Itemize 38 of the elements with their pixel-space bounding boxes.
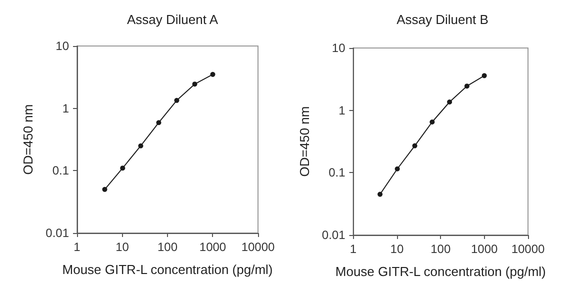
x-tick-label: 100 xyxy=(157,240,178,254)
x-tick-label: 1 xyxy=(350,242,357,256)
y-tick-label: 0.01 xyxy=(46,226,70,240)
point xyxy=(192,82,198,87)
point xyxy=(102,186,108,192)
x-tick-label: 1 xyxy=(74,240,81,254)
point xyxy=(464,84,470,89)
y-tick-label: 0.1 xyxy=(52,164,70,178)
point xyxy=(210,72,216,77)
y-axis-title: OD=450 nm xyxy=(20,104,36,175)
x-tick-label: 10 xyxy=(390,242,404,256)
point xyxy=(482,73,487,78)
y-tick-label: 0.01 xyxy=(322,228,346,242)
x-tick-label: 100 xyxy=(430,242,451,256)
x-tick-label: 10 xyxy=(116,240,130,254)
point xyxy=(430,119,435,124)
point xyxy=(138,143,144,148)
x-tick-label: 10000 xyxy=(241,240,276,254)
y-tick-label: 0.1 xyxy=(328,166,346,180)
point xyxy=(174,98,180,103)
point xyxy=(412,143,418,148)
y-tick-label: 10 xyxy=(56,39,70,53)
x-tick-label: 1000 xyxy=(199,240,226,254)
y-tick-label: 1 xyxy=(338,103,346,118)
point xyxy=(120,166,126,171)
x-axis-title: Mouse GITR-L concentration (pg/ml) xyxy=(335,264,546,279)
y-tick-label: 10 xyxy=(332,41,346,55)
x-tick-label: 10000 xyxy=(511,242,546,256)
x-tick-label: 1000 xyxy=(470,242,498,256)
point xyxy=(447,100,452,105)
point xyxy=(378,192,383,197)
point xyxy=(394,166,400,172)
y-tick-label: 1 xyxy=(62,101,70,116)
y-axis-title: OD=450 nm xyxy=(297,106,312,177)
chart-title: Assay Diluent A xyxy=(126,12,218,27)
chart-title: Assay Diluent B xyxy=(396,12,488,27)
x-axis-title: Mouse GITR-L concentration (pg/ml) xyxy=(62,262,273,277)
point xyxy=(156,120,162,126)
